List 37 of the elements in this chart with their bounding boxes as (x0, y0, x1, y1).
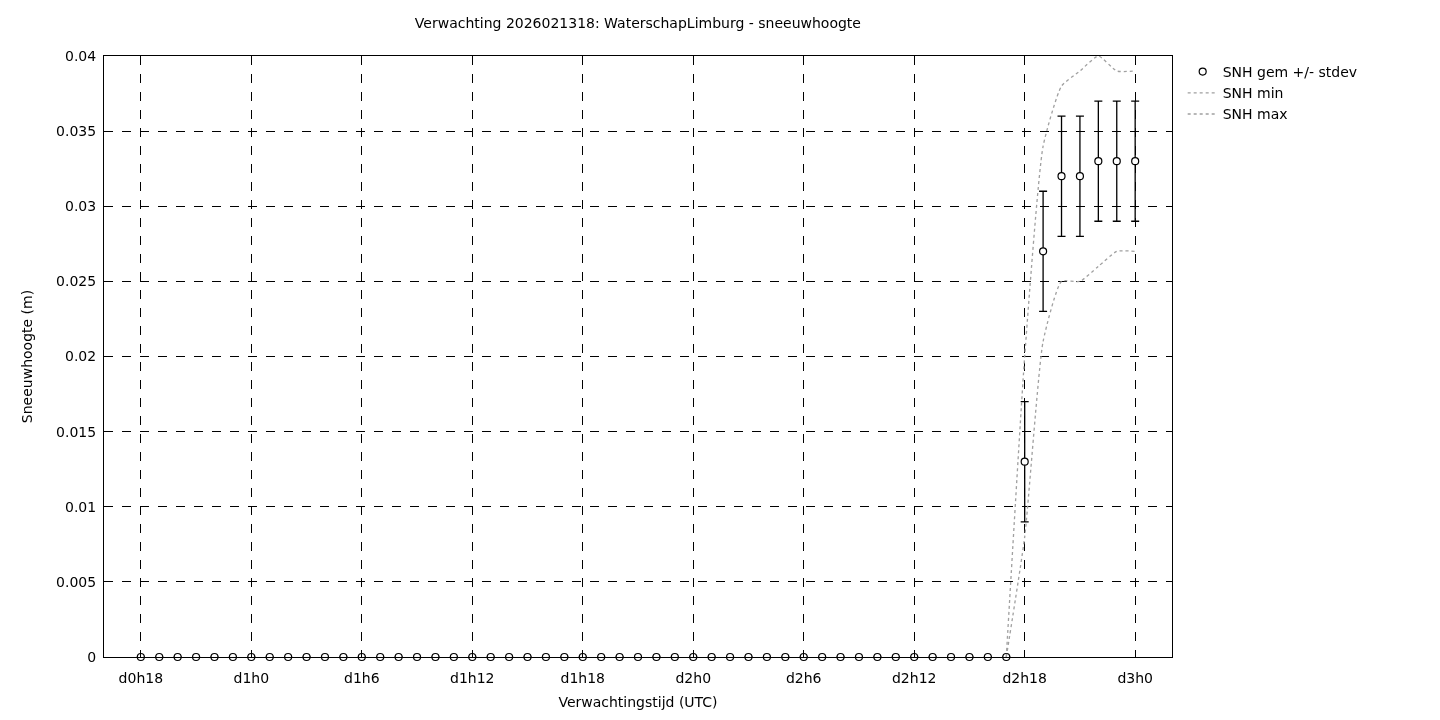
x-tick-label: d1h6 (344, 669, 380, 686)
y-tick-label: 0.02 (65, 348, 97, 365)
point (1094, 157, 1103, 166)
x-tick-label: d0h18 (118, 669, 164, 686)
point (523, 652, 532, 662)
y-tick-label: 0.035 (56, 123, 97, 140)
legend-label: SNH max (1222, 106, 1288, 123)
point (1057, 172, 1066, 181)
x-tick-label: d2h12 (891, 669, 937, 686)
x-tick-label: d1h0 (233, 669, 270, 686)
y-tick-label: 0.03 (65, 198, 97, 215)
x-tick-label: d2h0 (675, 669, 712, 686)
y-tick-label: 0.005 (56, 573, 97, 590)
y-tick-label: 0.04 (65, 47, 97, 64)
y-axis-title: Sneeuwhoogte (m) (18, 289, 35, 424)
x-tick-label: d1h12 (450, 669, 495, 686)
point (1039, 247, 1048, 256)
y-tick-label: 0.025 (56, 273, 97, 290)
legend-label: SNH gem +/- stdev (1222, 64, 1358, 81)
point (836, 652, 845, 662)
point (1131, 157, 1140, 166)
point (744, 652, 753, 662)
x-tick-label: d3h0 (1117, 669, 1153, 686)
point (1020, 457, 1029, 466)
point (210, 652, 219, 662)
y-tick-label: 0 (87, 648, 97, 665)
legend-label: SNH min (1222, 85, 1284, 102)
x-axis-title: Verwachtingstijd (UTC) (558, 694, 718, 711)
point (1112, 157, 1121, 166)
y-tick-label: 0.015 (56, 423, 97, 440)
point (1075, 172, 1085, 181)
x-tick-label: d1h18 (560, 669, 605, 686)
y-tick-label: 0.01 (65, 498, 97, 515)
x-tick-label: d2h18 (1002, 669, 1047, 686)
point (302, 652, 311, 662)
x-tick-label: d2h6 (785, 669, 822, 686)
chart-title: Verwachting 2026021318: WaterschapLimburg - sneeuwhoogte (414, 14, 861, 31)
